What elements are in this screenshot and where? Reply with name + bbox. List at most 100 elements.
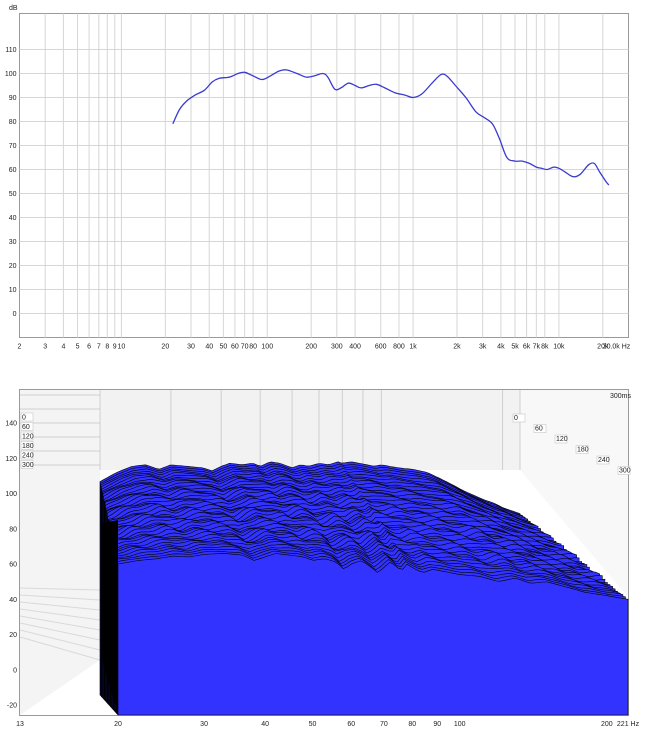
chart2-floor-gridline [19, 594, 101, 601]
time-label-box-left [20, 450, 34, 460]
chart1-y-tick-label: 30 [9, 239, 17, 246]
chart2-y-ticks: -20 0 20 40 60 80 100 120 140 [5, 421, 17, 710]
time-label-box-left [20, 412, 34, 422]
time-label-right: 240 [598, 457, 610, 464]
chart1-y-tick-label: 20 [9, 263, 17, 270]
chart1-series-line [172, 69, 610, 186]
time-label-box-left [20, 460, 34, 469]
chart1-plot-frame [19, 13, 629, 338]
chart2-x-ticks: 13 20 30 40 50 60 70 80 90 100 200 221 Hz [16, 721, 639, 728]
chart1-x-tick-label: 5k [511, 344, 519, 351]
waterfall-back-wall [100, 390, 520, 470]
time-label-left: 240 [22, 453, 34, 460]
waterfall-side-wall [520, 390, 628, 597]
chart2-x-tick-label: 100 [454, 721, 466, 728]
chart2-floor-gridline [19, 615, 101, 631]
chart1-y-tick-label: 70 [9, 143, 17, 150]
chart1-y-unit-label: dB [9, 5, 18, 12]
chart1-x-tick-label: 400 [349, 344, 361, 351]
chart1-x-tick-label: 3 [43, 344, 47, 351]
waterfall-surface [99, 461, 629, 716]
time-label-left: 180 [22, 443, 34, 450]
chart1-x-tick-label: 6k [523, 344, 531, 351]
chart1-x-tick-label: 20 [161, 344, 169, 351]
time-label-box-right [533, 424, 547, 433]
chart2-y-tick-label: 80 [9, 526, 17, 533]
time-label-box-right [575, 445, 589, 454]
chart1-y-tick-label: 80 [9, 119, 17, 126]
time-label-box-right [596, 455, 610, 465]
chart1-x-tick-label: 3k [479, 344, 487, 351]
chart1-y-tick-label: 60 [9, 167, 17, 174]
chart2-x-tick-label: 20 [114, 721, 122, 728]
chart1-x-tick-label: 7 [97, 344, 101, 351]
chart2-x-tick-label: 200 [601, 721, 613, 728]
chart1-x-tick-label: 30.0k Hz [603, 344, 631, 351]
chart2-x-tick-label: 70 [380, 721, 388, 728]
chart1-x-tick-label: 7k [533, 344, 541, 351]
chart1-x-tick-label: 4 [61, 344, 65, 351]
chart1-x-tick-label: 100 [261, 344, 273, 351]
time-label-left: 60 [22, 424, 30, 431]
chart1-y-ticks: 0 10 20 30 40 50 60 70 80 90 100 110 [5, 47, 17, 318]
time-label-right: 0 [514, 415, 518, 422]
chart2-time-labels: 0 60 120 180 240 300 0 60 120 180 240 300 [20, 412, 631, 475]
chart1-x-tick-label: 80 [249, 344, 257, 351]
chart1-grid [19, 13, 629, 338]
chart2-y-tick-label: 140 [5, 421, 17, 428]
time-label-box-left [20, 441, 34, 450]
chart2-floor-gridline [19, 608, 101, 621]
chart1-x-tick-label: 4k [497, 344, 505, 351]
chart1-x-tick-label: 6 [87, 344, 91, 351]
time-label-left: 300 [22, 462, 34, 469]
chart2-y-tick-label: 100 [5, 491, 17, 498]
time-label-box-right [554, 434, 568, 444]
chart1-x-tick-label: 8k [541, 344, 549, 351]
chart2-floor-gridline [19, 636, 101, 661]
chart1-x-tick-label: 10k [553, 344, 565, 351]
chart1-x-tick-label: 300 [331, 344, 343, 351]
waterfall-left-face [102, 520, 118, 715]
chart2-y-tick-label: 60 [9, 562, 17, 569]
chart1-x-tick-label: 20k [597, 344, 609, 351]
time-label-right: 300 [619, 468, 631, 475]
waterfall-slice [117, 553, 629, 716]
time-label-box-right [512, 413, 526, 423]
time-label-left: 0 [22, 415, 26, 422]
chart1-x-tick-label: 5 [76, 344, 80, 351]
chart1-x-tick-label: 800 [393, 344, 405, 351]
chart1-x-tick-label: 8 [105, 344, 109, 351]
chart1-y-tick-label: 110 [5, 47, 16, 54]
chart2-y-tick-label: 40 [9, 597, 17, 604]
time-label-right: 120 [556, 436, 568, 443]
chart1-x-tick-label: 10 [118, 344, 126, 351]
waterfall-chart: -20 0 20 40 60 80 100 120 140 13 20 30 40 50 60 70 80 90… [5, 389, 640, 728]
chart2-floor-gridline [19, 601, 101, 611]
chart1-x-tick-label: 50 [219, 344, 227, 351]
chart2-floor-gridline [19, 622, 101, 641]
chart1-y-tick-label: 90 [9, 95, 17, 102]
time-label-box-left [20, 431, 34, 441]
chart1-y-tick-label: 50 [9, 191, 17, 198]
chart2-y-tick-label: -20 [7, 703, 17, 710]
chart2-x-tick-label: 40 [261, 721, 269, 728]
chart2-x-tick-label: 90 [433, 721, 441, 728]
chart1-x-ticks: 2 3 4 5 6 7 8 9 10 20 30 40 50 60 70 80 100 200 300 400 600 8… [18, 344, 631, 351]
chart2-x-tick-label: 60 [347, 721, 355, 728]
chart1-x-tick-label: 200 [305, 344, 317, 351]
chart2-grid [19, 390, 521, 661]
chart2-floor-gridline [19, 587, 101, 591]
chart1-x-tick-label: 2k [453, 344, 461, 351]
chart1-y-tick-label: 40 [9, 215, 17, 222]
chart1-x-tick-label: 40 [205, 344, 213, 351]
chart2-y-tick-label: 20 [9, 632, 17, 639]
time-label-box-left [20, 422, 34, 431]
chart2-y-tick-label: 0 [13, 667, 17, 674]
chart2-x-tick-label: 30 [200, 721, 208, 728]
chart1-x-tick-label: 60 [231, 344, 239, 351]
chart1-y-tick-label: 0 [13, 311, 17, 318]
chart2-x-tick-label: 13 [16, 721, 24, 728]
chart1-x-tick-label: 600 [375, 344, 387, 351]
time-label-box-right [617, 466, 631, 475]
